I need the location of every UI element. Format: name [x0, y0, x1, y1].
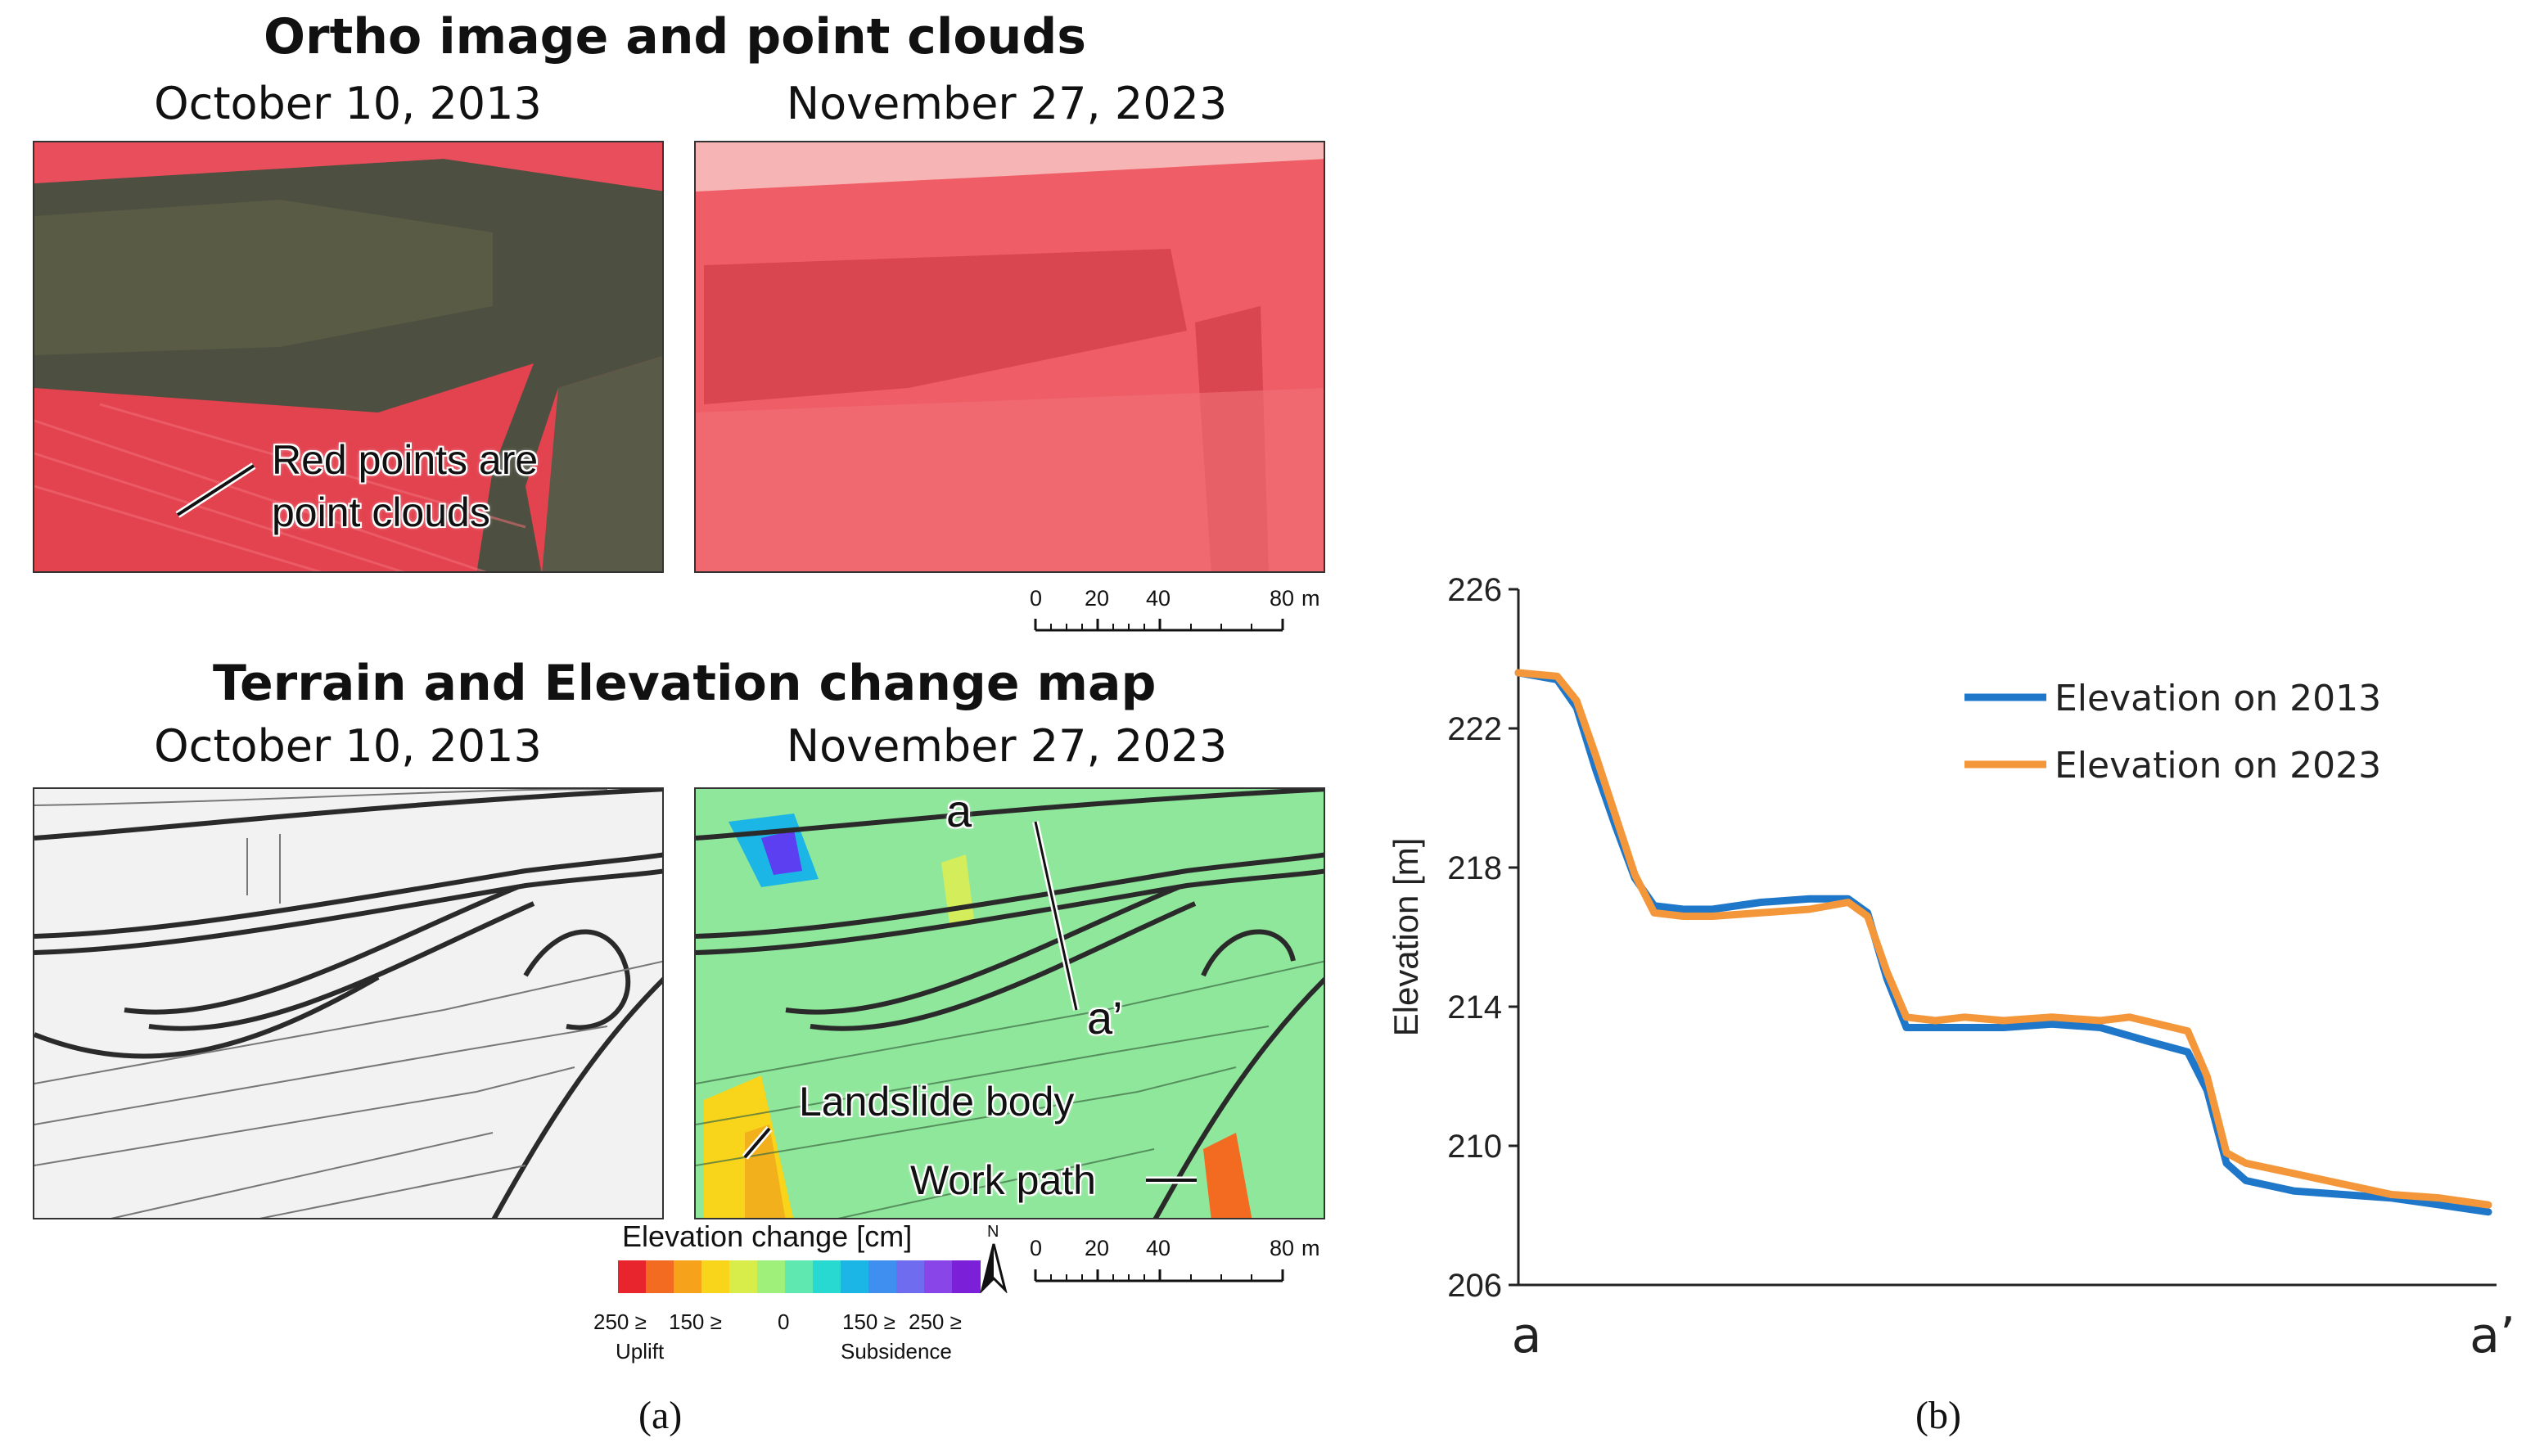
y-tick-label: 222	[1447, 711, 1502, 747]
annotation-red-points: Red points are point clouds	[272, 434, 538, 539]
ortho-image-2023	[694, 141, 1325, 573]
profile-label-a-prime: a’	[1087, 992, 1123, 1044]
y-tick-label: 226	[1447, 572, 1502, 608]
scale-bar-bottom-graphic	[1034, 1269, 1284, 1282]
caption-b: (b)	[1915, 1394, 1961, 1437]
top-title: Ortho image and point clouds	[264, 8, 1086, 65]
legend-tick-150-uplift: 150 ≥	[669, 1309, 722, 1334]
ortho-2013-graphic	[34, 142, 662, 571]
scale-bar-top-graphic	[1034, 619, 1284, 632]
profile-label-a: a	[946, 787, 972, 836]
legend-swatch	[785, 1260, 814, 1293]
scale-bottom-0: 0	[1030, 1236, 1043, 1260]
ortho-2023-graphic	[696, 142, 1324, 571]
legend-swatch	[618, 1260, 647, 1293]
legend-label-2013: Elevation on 2013	[2055, 678, 2381, 719]
y-tick-label: 218	[1447, 850, 1502, 886]
legend-tick-0: 0	[778, 1309, 790, 1334]
north-arrow-icon	[980, 1243, 1008, 1293]
elevation-change-graphic	[696, 789, 1324, 1218]
legend-swatch	[952, 1260, 981, 1293]
legend-swatch	[701, 1260, 730, 1293]
legend-swatch	[646, 1260, 674, 1293]
elevation-profile-chart: 206 210 214 218 222 226 Elevation [m] a a’ Elevat…	[1387, 572, 2515, 1364]
legend-swatch	[813, 1260, 841, 1293]
date-left-bottom: October 10, 2013	[154, 720, 542, 772]
series-line-2023	[1514, 669, 2492, 1209]
legend-subsidence-label: Subsidence	[841, 1339, 952, 1364]
annotation-landslide-body: Landslide body	[799, 1079, 1075, 1125]
legend-swatch	[757, 1260, 786, 1293]
date-right-bottom: November 27, 2023	[786, 720, 1228, 772]
north-label: N	[987, 1223, 999, 1241]
annotation-work-path: Work path	[910, 1157, 1096, 1203]
x-end-label: a’	[2470, 1307, 2515, 1364]
terrain-map-2013	[33, 787, 664, 1219]
date-right-top: November 27, 2023	[786, 78, 1228, 129]
legend-swatch	[841, 1260, 869, 1293]
date-left-top: October 10, 2013	[154, 78, 542, 129]
scale-bottom-unit: m	[1301, 1236, 1320, 1260]
y-tick-label: 214	[1447, 989, 1502, 1026]
legend-tick-150-subsidence: 150 ≥	[842, 1309, 895, 1334]
elevation-change-map-2023: a a’ Landslide body Work path	[694, 787, 1325, 1219]
scale-top-0: 0	[1030, 586, 1043, 611]
scale-bottom-80: 80	[1270, 1236, 1295, 1260]
legend-tick-250-subsidence: 250 ≥	[909, 1309, 962, 1334]
scale-top-40: 40	[1146, 586, 1171, 611]
scale-top-unit: m	[1301, 586, 1320, 611]
legend-uplift-label: Uplift	[616, 1339, 665, 1364]
scale-top-80: 80	[1270, 586, 1295, 611]
y-tick-label: 210	[1447, 1129, 1502, 1165]
bottom-title: Terrain and Elevation change map	[213, 655, 1157, 712]
scale-top-20: 20	[1085, 586, 1110, 611]
legend-label-2023: Elevation on 2023	[2055, 745, 2381, 787]
x-start-label: a	[1512, 1307, 1542, 1364]
legend-tick-250-uplift: 250 ≥	[593, 1309, 647, 1334]
legend-title: Elevation change [cm]	[622, 1219, 913, 1253]
scale-bottom-40: 40	[1146, 1236, 1171, 1260]
caption-a: (a)	[638, 1394, 683, 1437]
scale-bottom-20: 20	[1085, 1236, 1110, 1260]
y-axis-title: Elevation [m]	[1387, 838, 1425, 1037]
ortho-image-2013: Red points are point clouds	[33, 141, 664, 573]
annotation-red-points-line2: point clouds	[272, 489, 490, 535]
legend-swatch	[924, 1260, 953, 1293]
legend-swatch	[674, 1260, 702, 1293]
terrain-2013-graphic	[34, 789, 662, 1218]
annotation-leader-points	[175, 462, 256, 518]
legend-swatch	[896, 1260, 925, 1293]
y-tick-label: 206	[1447, 1268, 1502, 1304]
legend-swatch	[729, 1260, 758, 1293]
legend-swatch	[868, 1260, 897, 1293]
annotation-red-points-line1: Red points are	[272, 437, 539, 483]
